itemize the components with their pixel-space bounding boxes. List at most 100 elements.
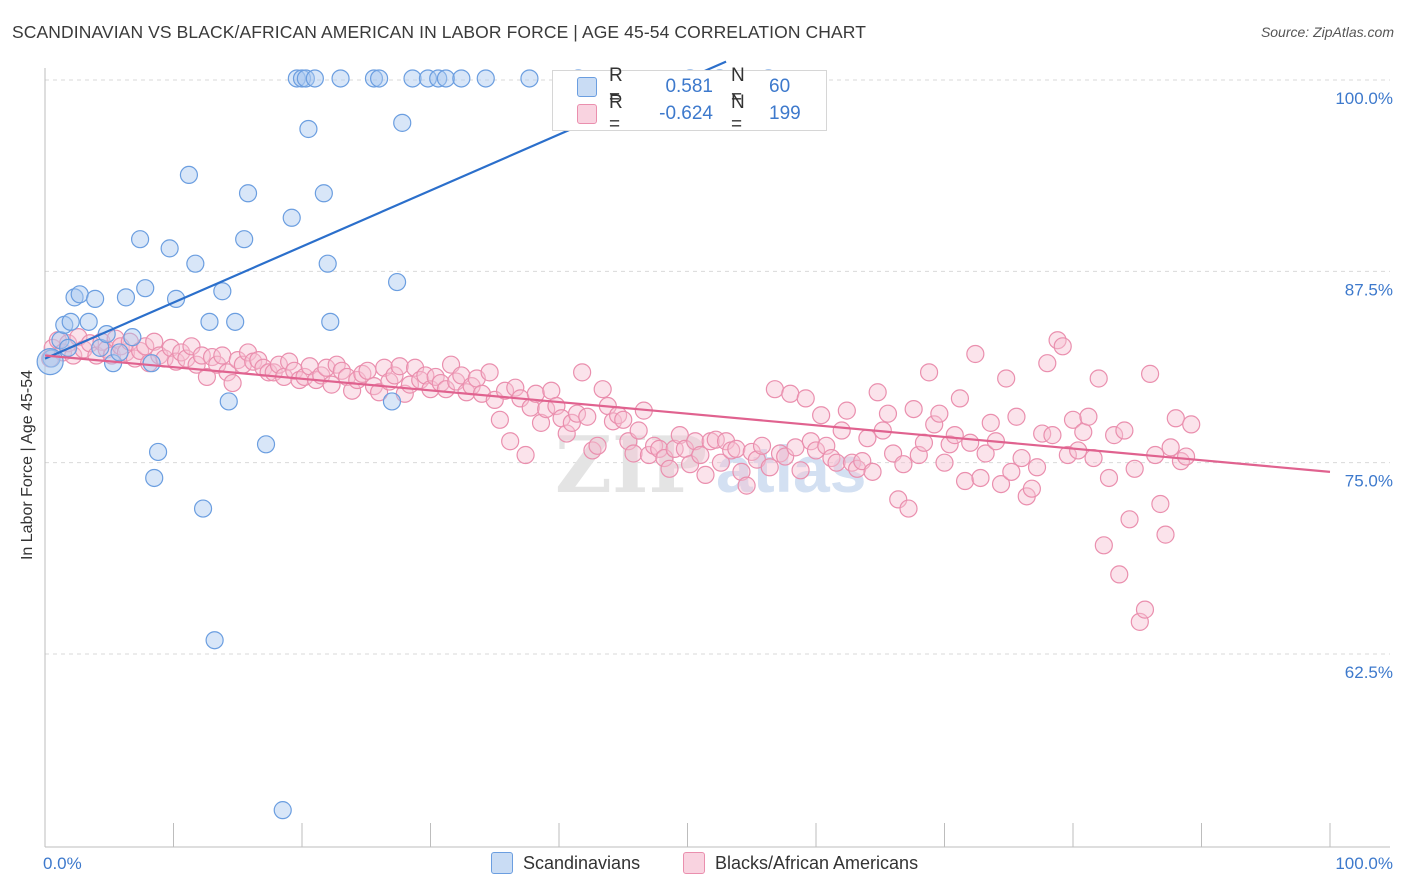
black-african-american-point: [665, 439, 684, 458]
black-african-american-point: [827, 453, 846, 472]
y-tick-label: 100.0%: [1335, 89, 1393, 108]
scandinavian-point: [393, 113, 412, 132]
bottom-legend-scandinavians: Scandinavians: [491, 852, 640, 874]
black-african-american-point: [436, 380, 456, 399]
series-scandinavians: [36, 69, 778, 820]
scandinavian-point: [235, 230, 254, 249]
black-african-american-point: [531, 413, 551, 432]
scandinavian-point: [273, 801, 292, 820]
black-african-american-point: [961, 433, 980, 452]
black-african-american-point: [716, 432, 736, 451]
legend-n-value: 199: [769, 103, 801, 124]
black-african-american-point: [760, 458, 779, 477]
black-african-american-point: [614, 410, 633, 429]
bottom-legend: Scandinavians Blacks/African Americans: [0, 852, 1406, 878]
scandinavian-point: [226, 312, 245, 331]
black-african-american-point: [1022, 479, 1041, 498]
black-african-american-point: [711, 453, 731, 472]
scandinavian-point: [292, 69, 312, 88]
scandinavian-point: [382, 392, 402, 411]
chart-title: SCANDINAVIAN VS BLACK/AFRICAN AMERICAN I…: [12, 22, 867, 42]
scandinavian-point: [418, 69, 438, 88]
black-african-american-point: [353, 364, 372, 383]
black-african-american-point: [223, 373, 242, 393]
black-african-american-point: [567, 404, 587, 423]
black-african-american-point: [639, 445, 659, 465]
gridlines: [45, 79, 1390, 655]
y-tick-label: 87.5%: [1345, 280, 1393, 299]
y-tick-label: 62.5%: [1345, 663, 1393, 682]
scandinavian-point: [79, 312, 98, 331]
black-african-american-point: [624, 444, 643, 463]
scandinavian-point: [282, 208, 301, 227]
black-african-american-point: [358, 361, 377, 380]
black-african-american-point: [660, 459, 679, 478]
black-african-american-point: [1074, 422, 1093, 442]
black-african-american-point: [385, 366, 404, 385]
scandinavian-point: [86, 289, 105, 308]
black-african-american-point: [786, 438, 805, 457]
black-african-american-point: [501, 432, 520, 451]
black-african-american-point: [1176, 447, 1196, 466]
x-tick-label-min: 0.0%: [43, 854, 82, 873]
scandinavian-point: [256, 435, 276, 454]
scandinavian-point: [193, 499, 213, 518]
legend-swatch-blue: [577, 77, 597, 97]
black-african-american-point: [837, 401, 856, 420]
black-african-american-point: [919, 363, 939, 382]
black-african-american-point: [542, 381, 561, 400]
black-african-american-point: [1120, 510, 1139, 529]
black-african-american-point: [832, 421, 851, 440]
black-african-american-point: [116, 343, 136, 362]
black-african-american-point: [629, 421, 648, 440]
black-african-american-point: [562, 413, 581, 432]
black-african-american-point: [506, 378, 525, 397]
black-african-american-point: [925, 415, 944, 434]
black-african-american-point: [1125, 459, 1144, 478]
scandinavian-point: [110, 343, 129, 362]
black-african-american-point: [686, 432, 705, 451]
black-african-american-point: [650, 439, 669, 458]
scandinavian-point: [387, 272, 407, 292]
black-african-american-point: [1089, 369, 1108, 388]
black-african-american-point: [945, 426, 964, 445]
black-african-american-point: [950, 389, 970, 408]
black-african-american-point: [182, 337, 201, 356]
scandinavian-point: [51, 331, 70, 350]
black-african-american-point: [781, 384, 800, 403]
correlation-legend: R = 0.581 N = 60 R = -0.624 N = 199: [552, 65, 827, 135]
black-african-american-point: [490, 410, 509, 429]
y-axis-label: In Labor Force | Age 45-54: [19, 369, 36, 561]
scandinavian-point: [136, 279, 155, 298]
legend-r-label: R =: [609, 92, 623, 135]
black-african-american-point: [889, 490, 908, 509]
black-african-american-point: [752, 436, 772, 455]
scandinavian-point: [364, 69, 384, 88]
scandinavian-point: [205, 631, 224, 650]
scandinavian-point: [436, 69, 456, 88]
black-african-american-point: [1043, 426, 1062, 445]
black-african-american-point: [1115, 421, 1134, 440]
scandinavian-point: [123, 328, 142, 347]
scandinavian-point: [321, 312, 340, 331]
scandinavian-point: [219, 392, 238, 411]
black-african-american-point: [495, 381, 515, 400]
bottom-legend-swatch-blue: [491, 852, 513, 874]
black-african-american-point: [390, 357, 409, 376]
black-african-american-point: [557, 424, 576, 443]
black-african-american-point: [930, 404, 949, 423]
trend-line-blacks: [44, 354, 1331, 473]
black-african-american-point: [955, 471, 975, 491]
black-african-american-point: [1110, 565, 1129, 584]
legend-n-value: 60: [769, 76, 791, 97]
scandinavian-point: [314, 184, 333, 203]
black-african-american-point: [976, 444, 995, 463]
scandinavian-point: [65, 288, 84, 307]
black-african-american-point: [208, 355, 227, 374]
x-tick-label-max: 100.0%: [1335, 854, 1393, 873]
black-african-american-point: [197, 367, 217, 387]
black-african-american-point: [1166, 409, 1185, 428]
black-african-american-point: [1140, 364, 1160, 383]
black-african-american-point: [1161, 438, 1180, 457]
legend-row-blacks: R = -0.624 N = 199: [553, 92, 801, 135]
